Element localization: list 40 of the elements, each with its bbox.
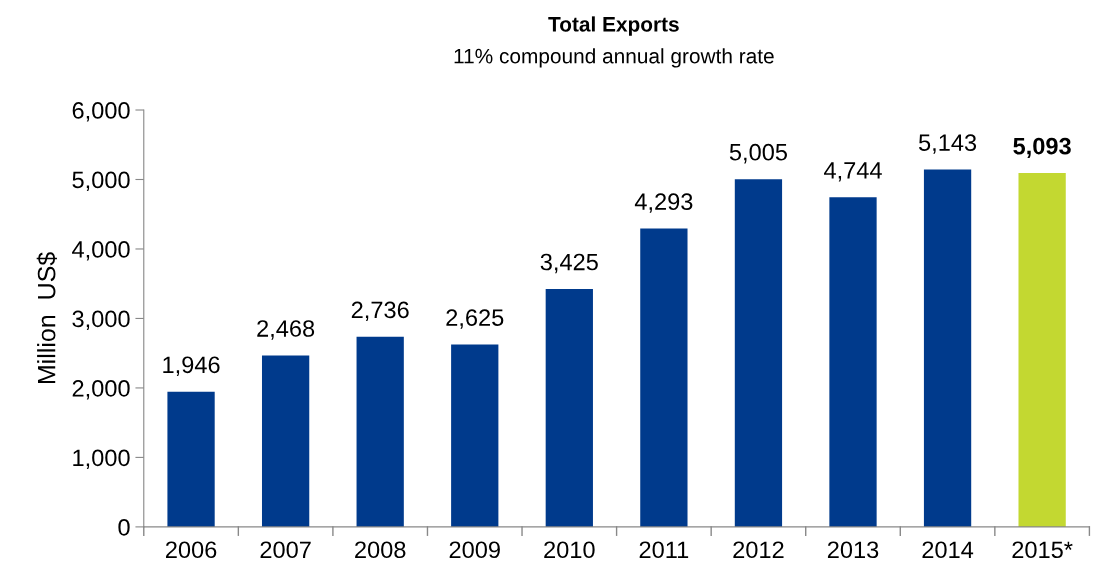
- bar: [734, 179, 783, 527]
- y-tick-label: 5,000: [72, 171, 130, 192]
- data-label: 1,946: [163, 356, 220, 376]
- x-tick-label: 2014: [922, 541, 974, 559]
- x-tick-label: 2012: [733, 541, 784, 559]
- y-tick-label: 3,000: [72, 310, 130, 331]
- bar: [923, 169, 972, 527]
- x-tick-label: 2015*: [1012, 541, 1073, 559]
- y-tick-label: 2,000: [72, 380, 130, 400]
- x-tick-label: 2007: [260, 541, 311, 559]
- chart-subtitle: 11% compound annual growth rate: [454, 48, 774, 68]
- data-label: 5,093: [1013, 137, 1071, 158]
- bar: [829, 197, 877, 527]
- y-tick-label: 4,000: [72, 241, 130, 261]
- bar: [451, 344, 499, 527]
- x-tick-label: 2009: [449, 541, 500, 559]
- bar: [640, 228, 688, 527]
- bar: [167, 391, 215, 527]
- data-label: 5,143: [918, 134, 977, 154]
- x-tick-label: 2008: [355, 541, 406, 559]
- data-label: 2,468: [257, 320, 315, 340]
- data-label: 3,425: [540, 253, 598, 274]
- x-tick-label: 2006: [165, 541, 217, 559]
- data-label: 2,625: [446, 309, 504, 329]
- x-tick-label: 2010: [544, 541, 595, 559]
- data-label: 2,736: [351, 301, 409, 322]
- bar: [356, 336, 404, 527]
- bar: [261, 355, 310, 527]
- data-label: 4,744: [824, 162, 882, 182]
- x-tick-label: 2011: [639, 541, 689, 559]
- data-label: 4,293: [634, 193, 693, 213]
- data-label: 5,005: [729, 143, 787, 164]
- bar: [545, 288, 593, 527]
- chart-title: Total Exports: [548, 16, 679, 36]
- bar: [1018, 173, 1066, 527]
- y-tick-label: 0: [118, 518, 130, 536]
- x-tick-label: 2013: [827, 541, 879, 559]
- y-tick-label: 6,000: [72, 102, 130, 122]
- y-tick-label: 1,000: [73, 449, 130, 469]
- y-axis-title: Million US$: [36, 252, 57, 384]
